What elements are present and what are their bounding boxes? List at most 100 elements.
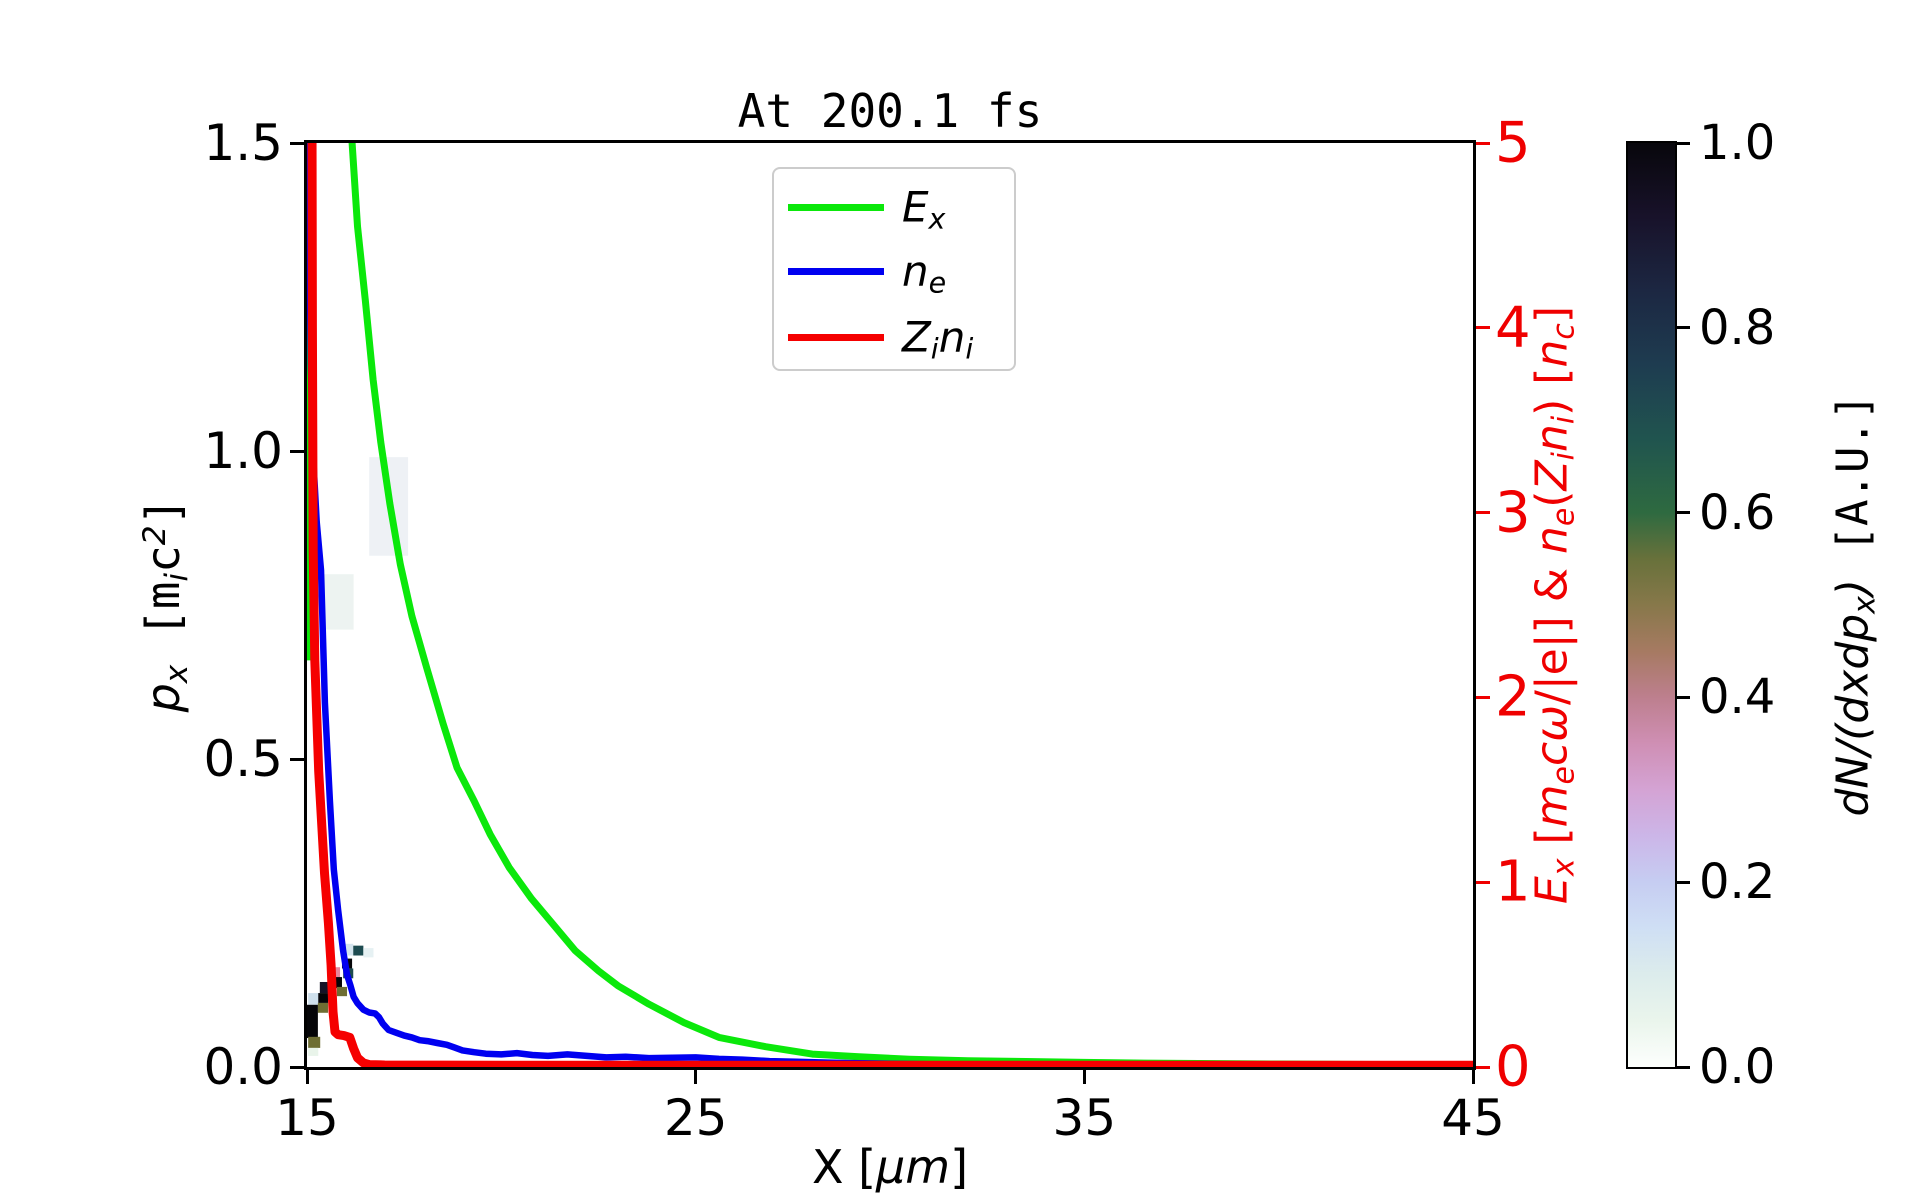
colorbar (1626, 141, 1677, 1069)
colorbar-tick-label: 0.0 (1699, 1039, 1776, 1095)
right-tick (1476, 880, 1490, 884)
left-tick-label: 1.5 (203, 114, 283, 172)
label-fragment: e (1546, 507, 1582, 527)
left-axis-label: px [mic2] (136, 497, 195, 713)
label-fragment: E (902, 182, 929, 232)
histogram-cell (319, 981, 330, 994)
legend-line-ne (788, 268, 884, 275)
histogram-cell (317, 1002, 328, 1013)
legend-label-ne: ne (902, 246, 946, 300)
colorbar-tick-label: 0.2 (1699, 854, 1776, 911)
label-fragment: m (1526, 784, 1578, 828)
legend-label-Ex: Ex (902, 182, 945, 236)
label-fragment: e (1546, 766, 1582, 785)
histogram-cell (308, 1047, 319, 1056)
colorbar-tick-label: 0.6 (1699, 484, 1776, 541)
histogram-cell (322, 574, 354, 630)
label-fragment: X [ (811, 1140, 877, 1194)
label-fragment: ] (136, 497, 190, 526)
label-fragment: c (1546, 323, 1582, 340)
label-fragment: n (1526, 424, 1578, 453)
label-fragment: x (158, 664, 195, 684)
label-fragment: n (1526, 339, 1578, 368)
label-fragment: i (1546, 415, 1582, 425)
left-tick (290, 449, 304, 453)
colorbar-tick (1677, 141, 1690, 145)
label-fragment: i (1546, 452, 1582, 461)
label-fragment: ] (950, 1140, 969, 1194)
label-fragment: ) (1827, 578, 1879, 597)
label-fragment: ( (1526, 490, 1578, 508)
right-tick (1476, 511, 1490, 515)
x-tick (305, 1070, 309, 1084)
x-tick-label: 45 (1441, 1089, 1505, 1147)
colorbar-tick (1677, 695, 1690, 699)
label-fragment: μm (876, 1140, 951, 1194)
histogram-cell (336, 986, 348, 997)
label-fragment: i (930, 331, 939, 366)
left-tick (290, 1065, 304, 1069)
right-tick-label: 1 (1495, 849, 1531, 915)
label-fragment: ] (1526, 306, 1578, 324)
label-fragment: 2 (136, 525, 173, 546)
label-fragment: n (938, 312, 966, 362)
right-tick-label: 2 (1495, 664, 1531, 730)
histogram-cell (317, 993, 328, 1003)
label-fragment: E (1526, 876, 1578, 904)
label-fragment: Z (902, 312, 931, 362)
x-tick-label: 35 (1052, 1089, 1117, 1147)
right-axis-label: Ex [mecω/|e|] & ne(Zini) [nc] (1526, 306, 1582, 904)
label-fragment: [ (136, 609, 190, 665)
label-fragment: dN (1827, 755, 1879, 817)
histogram-cell (308, 1036, 321, 1048)
x-tick (1471, 1070, 1475, 1084)
curve-Zini (307, 143, 1473, 1067)
legend-label-Zini: Zini (902, 312, 973, 366)
label-fragment: dxdp (1827, 613, 1879, 724)
plot-svg (307, 143, 1473, 1067)
x-tick-label: 25 (663, 1089, 728, 1147)
label-fragment: i (158, 572, 195, 582)
colorbar-label: dN/(dxdpx) [A.U.] (1827, 394, 1883, 817)
label-fragment: n (1526, 526, 1578, 554)
legend-box: Ex ne Zini (772, 167, 1016, 371)
colorbar-tick-label: 0.4 (1699, 669, 1776, 726)
right-tick-label: 4 (1495, 295, 1531, 361)
left-tick-label: 0.0 (203, 1038, 283, 1096)
x-tick (694, 1070, 698, 1084)
colorbar-tick-label: 1.0 (1699, 115, 1776, 171)
left-tick-label: 1.0 (203, 422, 283, 480)
histogram-cell (307, 1004, 318, 1039)
label-fragment: x (1546, 858, 1582, 877)
label-fragment: i (965, 331, 974, 366)
colorbar-tick-label: 0.8 (1699, 299, 1776, 356)
label-fragment: x (1847, 596, 1883, 614)
legend-line-Ex (788, 204, 884, 211)
colorbar-tick (1677, 511, 1690, 515)
x-axis-label: X [μm] (812, 1140, 968, 1194)
histogram-cell (308, 993, 319, 1005)
label-fragment: ) [ (1526, 367, 1578, 416)
label-fragment: e (928, 265, 947, 300)
colorbar-tick (1677, 880, 1690, 884)
label-fragment: c (136, 545, 190, 573)
label-fragment: [ (1526, 827, 1578, 859)
label-fragment: m (136, 581, 190, 610)
x-tick-label: 15 (275, 1089, 339, 1147)
right-tick (1476, 695, 1490, 699)
colorbar-tick (1677, 1065, 1690, 1069)
left-tick (290, 141, 304, 145)
plot-area (304, 140, 1476, 1070)
right-tick-label: 5 (1495, 110, 1531, 176)
left-tick-label: 0.5 (203, 730, 283, 788)
histogram-cell (353, 945, 364, 956)
right-tick (1476, 141, 1490, 145)
legend-line-Zini (788, 334, 884, 341)
histogram-cell (343, 943, 354, 956)
right-tick-label: 3 (1495, 480, 1531, 546)
label-fragment: n (902, 246, 929, 296)
label-fragment: Z (1526, 460, 1578, 491)
right-tick-label: 0 (1495, 1034, 1531, 1100)
right-tick (1476, 1065, 1490, 1069)
